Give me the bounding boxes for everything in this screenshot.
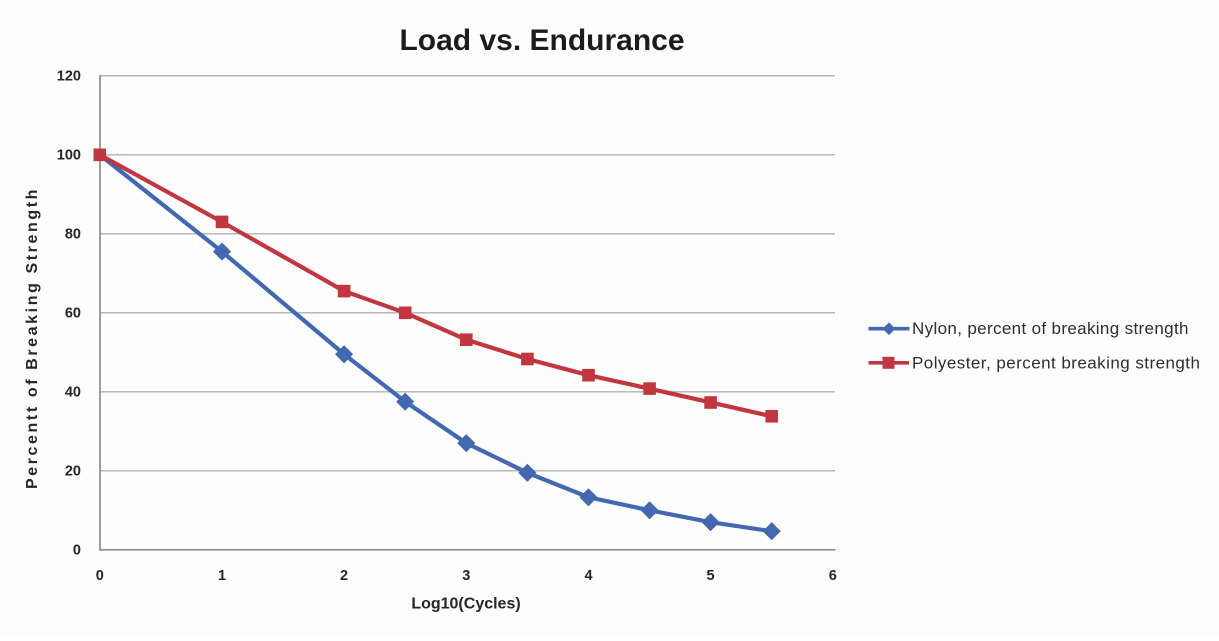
svg-text:Percentt of Breaking Strength: Percentt of Breaking Strength <box>24 187 41 489</box>
svg-text:4: 4 <box>584 568 592 584</box>
svg-text:Load vs. Endurance: Load vs. Endurance <box>399 24 684 57</box>
svg-text:Log10(Cycles): Log10(Cycles) <box>411 596 520 613</box>
svg-text:80: 80 <box>65 227 81 243</box>
svg-text:20: 20 <box>65 464 81 480</box>
svg-text:6: 6 <box>829 568 837 584</box>
svg-text:100: 100 <box>57 148 81 164</box>
svg-text:2: 2 <box>340 568 348 584</box>
svg-text:3: 3 <box>462 568 470 584</box>
svg-text:0: 0 <box>73 543 81 559</box>
svg-text:120: 120 <box>57 69 81 85</box>
svg-text:40: 40 <box>65 385 81 401</box>
svg-text:Polyester, percent breaking st: Polyester, percent breaking strength <box>912 353 1200 372</box>
svg-text:0: 0 <box>96 568 104 584</box>
svg-text:Nylon, percent of breaking str: Nylon, percent of breaking strength <box>912 319 1189 338</box>
svg-text:5: 5 <box>707 568 715 584</box>
svg-text:60: 60 <box>65 306 81 322</box>
svg-text:1: 1 <box>218 568 226 584</box>
